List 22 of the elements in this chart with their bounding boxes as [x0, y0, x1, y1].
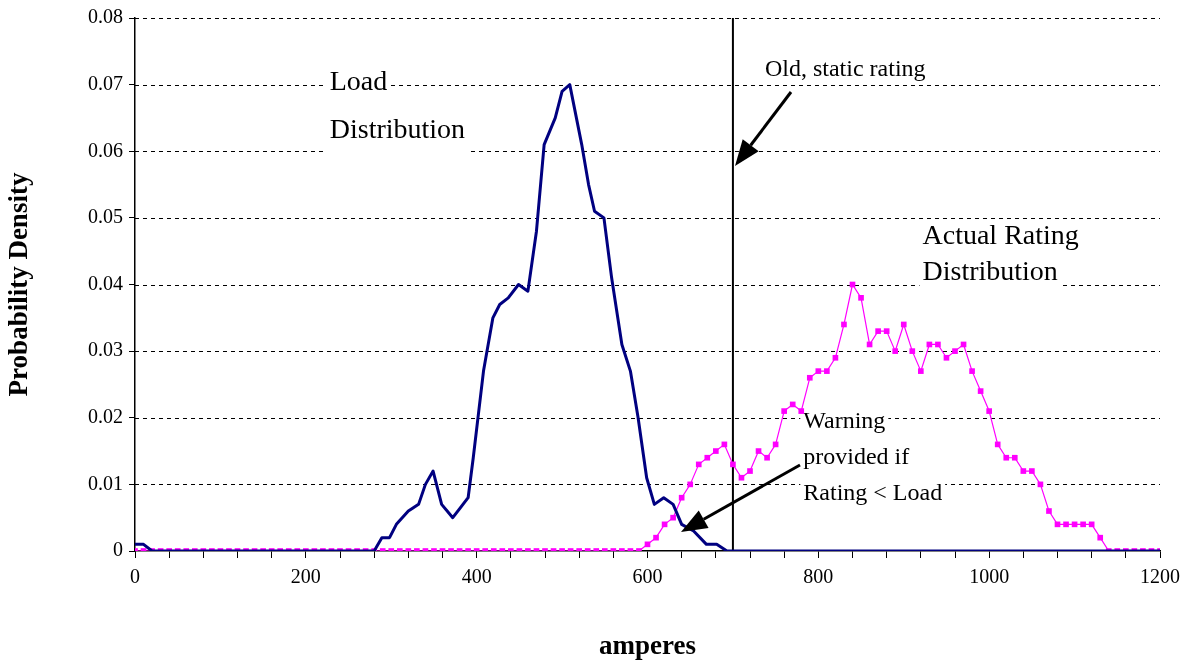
- x-tick-label: 0: [130, 565, 140, 588]
- y-axis-title: Probability Density: [3, 172, 34, 397]
- y-tick-label: 0.06: [88, 138, 123, 161]
- y-tick-label: 0.05: [88, 205, 123, 228]
- y-tick-label: 0.03: [88, 338, 123, 361]
- series-label: Actual Rating Distribution: [922, 218, 1079, 286]
- y-tick-label: 0.07: [88, 71, 123, 94]
- x-tick-label: 800: [803, 565, 834, 588]
- text: Load Distribution: [329, 64, 466, 144]
- y-tick-label: 0.02: [88, 405, 123, 427]
- y-tick-label: 0.04: [88, 271, 123, 294]
- ref-line-label: Old, static rating: [764, 55, 926, 82]
- annotation: Warning provided if Rating < Load: [803, 407, 943, 506]
- x-tick-label: 600: [632, 565, 663, 588]
- y-tick-label: 0: [113, 538, 123, 561]
- x-tick-label: 1200: [1140, 565, 1180, 588]
- x-tick-label: 400: [461, 565, 492, 588]
- y-tick-label: 0.08: [88, 5, 123, 28]
- y-tick-label: 0.01: [88, 471, 123, 494]
- x-tick-label: 200: [290, 565, 321, 588]
- x-axis-title: amperes: [599, 629, 696, 660]
- x-tick-label: 1000: [969, 565, 1010, 588]
